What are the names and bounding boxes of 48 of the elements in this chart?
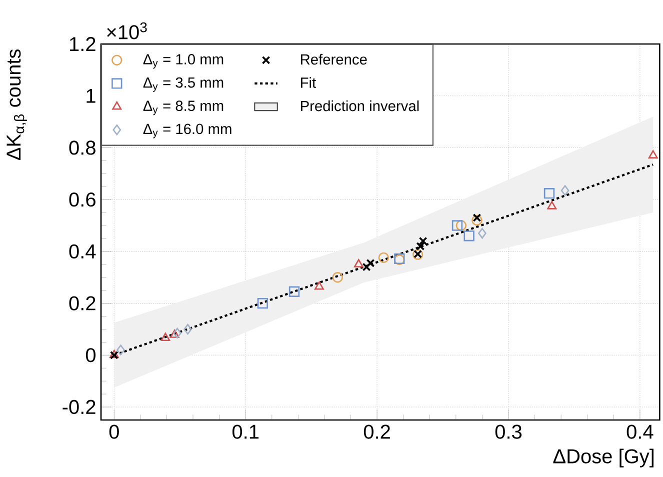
point xyxy=(362,262,371,272)
point xyxy=(170,330,180,338)
x-tick-label: 0.3 xyxy=(495,424,522,439)
y-tick-label: -0.2 xyxy=(62,400,96,414)
y-tick-label: 1 xyxy=(86,88,96,103)
x-tick-label: 0.1 xyxy=(232,424,259,439)
point xyxy=(560,185,570,196)
point xyxy=(418,236,428,246)
x-tick-label: 0.4 xyxy=(626,424,654,439)
text: ×10$^{3}$ xyxy=(107,22,147,40)
point xyxy=(544,188,555,199)
point xyxy=(160,332,170,342)
point xyxy=(478,228,486,239)
x-tick-label: 0 xyxy=(109,424,119,439)
point xyxy=(648,150,658,158)
point xyxy=(472,213,482,222)
x-axis-title: ΔDose [Gy] xyxy=(553,448,654,468)
point xyxy=(416,242,425,250)
point xyxy=(184,324,192,335)
point xyxy=(456,220,467,231)
point xyxy=(257,298,268,309)
y-tick-label: 0.6 xyxy=(69,192,96,207)
legend-label: Δ$_{y}$ = 1.0 mm xyxy=(143,54,224,69)
point xyxy=(173,328,182,338)
legend-label: Prediction inverval xyxy=(301,100,419,112)
point xyxy=(366,258,375,268)
y-axis-title: ΔK$_{α,β}$ counts xyxy=(6,49,27,160)
point xyxy=(354,259,364,268)
y-tick-label: 1.2 xyxy=(70,37,96,51)
y-tick-label: 0.2 xyxy=(69,296,96,310)
legend-label: Fit xyxy=(301,77,316,88)
point xyxy=(116,344,125,356)
legend-label: Δ$_{y}$ = 16.0 mm xyxy=(143,124,232,138)
point xyxy=(547,200,557,210)
legend-label: Δ$_{y}$ = 3.5 mm xyxy=(143,77,224,92)
legend-label: Reference xyxy=(301,54,367,65)
y-tick-label: 0.8 xyxy=(69,140,96,155)
point xyxy=(314,281,324,290)
point xyxy=(288,286,300,297)
x-tick-label: 0.2 xyxy=(364,424,390,439)
legend-label: Δ$_{y}$ = 8.5 mm xyxy=(143,100,224,116)
point xyxy=(472,214,482,226)
point xyxy=(464,230,474,242)
point xyxy=(452,220,463,231)
point xyxy=(378,252,389,263)
y-tick-label: 0 xyxy=(86,348,96,362)
y-tick-label: 0.4 xyxy=(69,244,96,259)
point xyxy=(332,272,343,283)
